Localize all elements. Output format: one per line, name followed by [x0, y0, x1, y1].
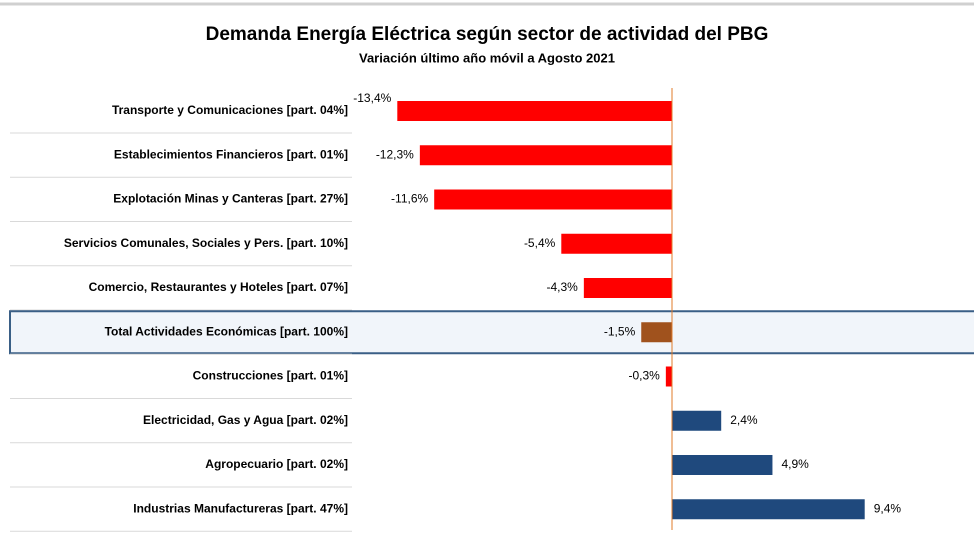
category-label: Total Actividades Económicas [part. 100%… [105, 324, 348, 338]
value-label: -13,4% [353, 91, 391, 105]
value-label: -0,3% [628, 369, 660, 383]
bar [583, 278, 672, 298]
value-label: 9,4% [874, 501, 902, 515]
bar [419, 145, 672, 166]
bar [641, 322, 672, 343]
highlight-row [9, 310, 974, 355]
category-label: Electricidad, Gas y Agua [part. 02%] [143, 413, 348, 427]
category-label: Comercio, Restaurantes y Hoteles [part. … [89, 280, 348, 294]
value-label: -5,4% [524, 236, 556, 250]
category-label: Servicios Comunales, Sociales y Pers. [p… [64, 236, 348, 250]
bar [397, 101, 672, 121]
chart-subtitle: Variación último año móvil a Agosto 2021 [359, 50, 615, 65]
category-label: Industrias Manufactureras [part. 47%] [133, 501, 348, 515]
bar [672, 499, 865, 520]
category-label: Agropecuario [part. 02%] [205, 457, 348, 471]
value-label: -11,6% [391, 192, 428, 206]
value-label: -12,3% [376, 147, 414, 161]
bar [672, 455, 773, 475]
bar [672, 410, 722, 431]
category-label: Construcciones [part. 01%] [193, 369, 348, 383]
chart-title: Demanda Energía Eléctrica según sector d… [206, 24, 769, 45]
category-label: Establecimientos Financieros [part. 01%] [114, 147, 348, 161]
value-label: -4,3% [546, 280, 578, 294]
category-label: Transporte y Comunicaciones [part. 04%] [112, 103, 348, 117]
bar [665, 366, 672, 387]
bar [434, 189, 672, 210]
value-label: -1,5% [604, 324, 636, 338]
category-label: Explotación Minas y Canteras [part. 27%] [113, 192, 348, 206]
bar [561, 233, 672, 254]
value-label: 4,9% [781, 457, 809, 471]
value-label: 2,4% [730, 413, 758, 427]
